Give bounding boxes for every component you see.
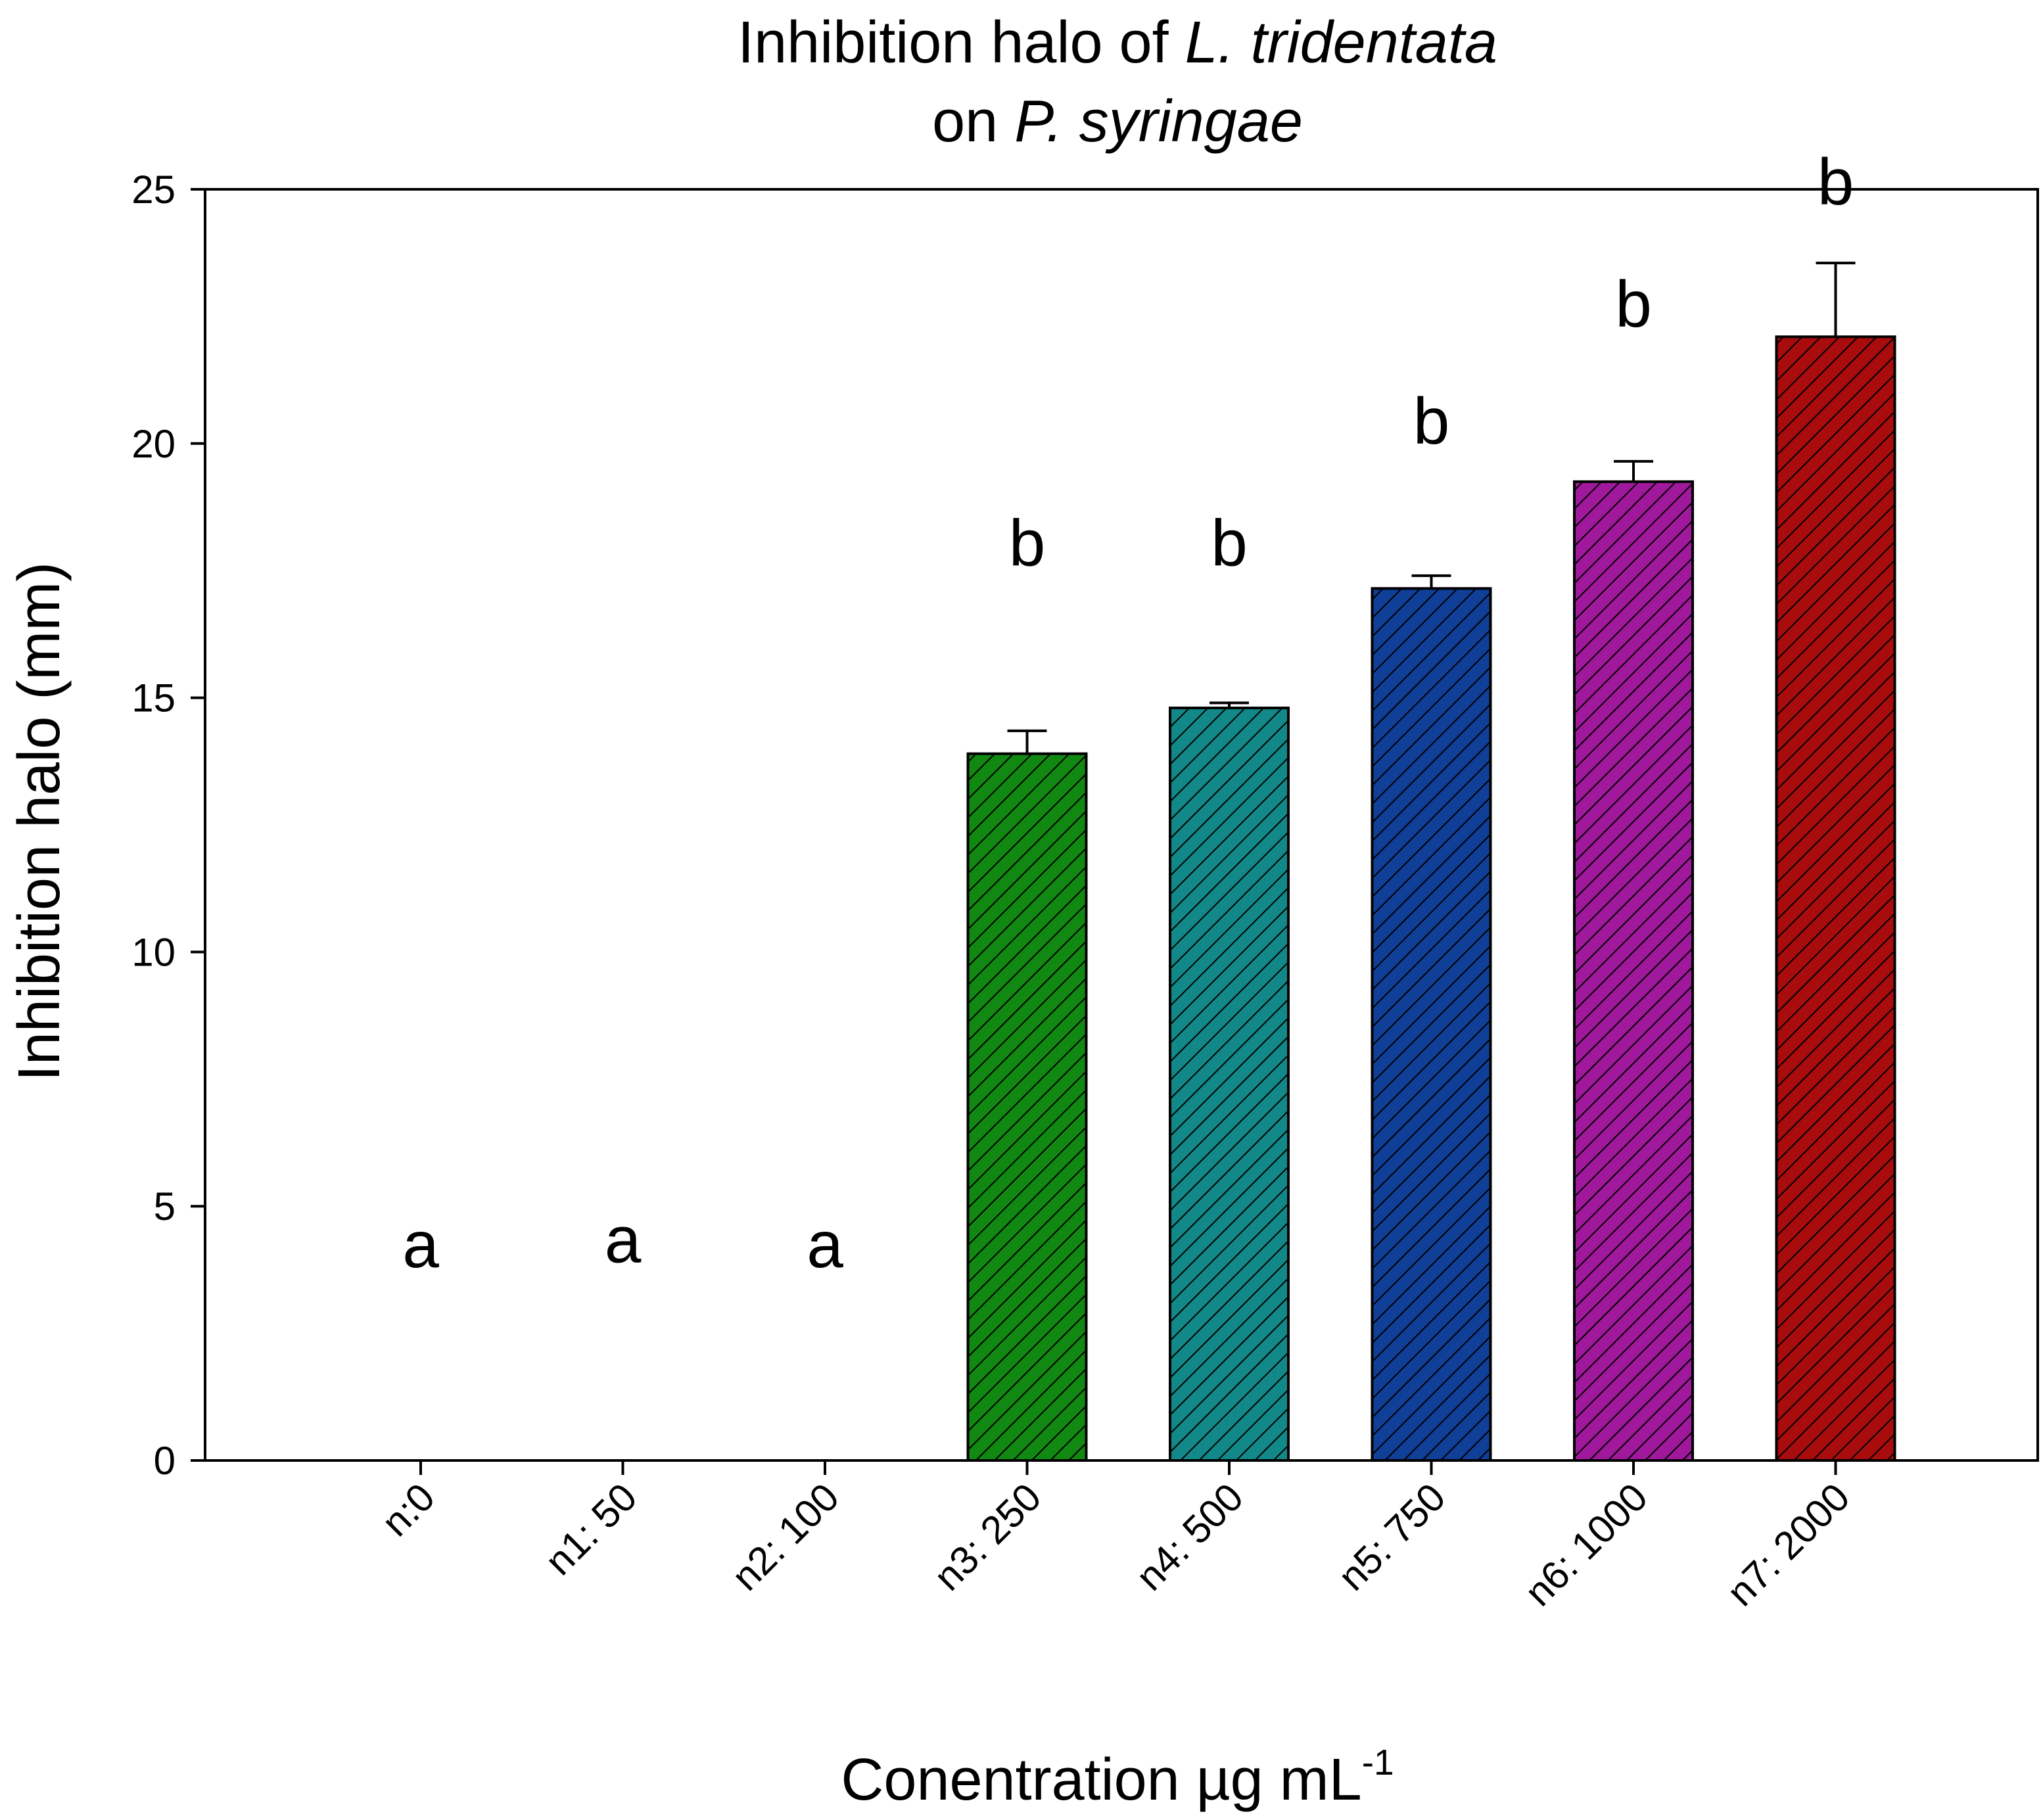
significance-label-0: a — [402, 1208, 439, 1282]
y-tick-label-2: 10 — [131, 930, 176, 974]
bar-3 — [966, 752, 1088, 1462]
error-bars-layer — [1007, 262, 1856, 754]
y-tick-label-1: 5 — [154, 1184, 176, 1228]
significance-label-7: b — [1818, 145, 1854, 219]
x-tick-label-5: n5: 750 — [1330, 1475, 1454, 1599]
y-axis-title: Inhibition halo (mm) — [7, 562, 72, 1081]
x-tick-label-7: n7: 2000 — [1718, 1475, 1858, 1615]
error-bar-6 — [1614, 459, 1653, 482]
error-bar-5 — [1411, 574, 1451, 589]
y-tick-label-5: 25 — [131, 168, 176, 212]
x-tick-label-1: n1: 50 — [536, 1475, 645, 1583]
significance-label-2: a — [807, 1208, 843, 1282]
x-tick-labels-layer: n:0 n1: 50 n2: 100 n3: 250 n4: 500 n5: 750 n6:… — [373, 1475, 1858, 1615]
significance-label-6: b — [1615, 268, 1652, 341]
x-axis-title-text: Conentration µg mL — [841, 1747, 1361, 1813]
bar-5 — [1371, 587, 1492, 1462]
significance-label-5: b — [1413, 385, 1450, 458]
chart-title-line2-prefix: on — [932, 89, 1014, 154]
bar-6 — [1573, 480, 1694, 1462]
chart-title-line1-prefix: Inhibition halo of — [738, 10, 1185, 76]
chart-title-line2: on P. syringae — [932, 89, 1303, 154]
error-bar-4 — [1209, 701, 1249, 709]
x-tick-label-6: n6: 1000 — [1516, 1475, 1656, 1615]
y-tick-label-3: 15 — [131, 676, 176, 720]
x-tick-label-2: n2: 100 — [723, 1475, 847, 1599]
y-tick-label-0: 0 — [154, 1439, 176, 1483]
chart-title-line2-species: P. syringae — [1014, 89, 1303, 154]
x-tick-label-4: n4: 500 — [1127, 1475, 1252, 1599]
y-tick-label-4: 20 — [131, 422, 176, 466]
x-tick-label-0: n:0 — [373, 1475, 443, 1545]
bar-7 — [1775, 335, 1896, 1462]
error-bar-7 — [1816, 262, 1856, 337]
y-tick-labels-layer: 0 5 10 15 20 25 — [131, 168, 176, 1483]
significance-label-3: b — [1009, 506, 1046, 580]
significance-labels-layer: a a a b b b b b — [402, 145, 1854, 1282]
chart-title-line1: Inhibition halo of L. tridentata — [738, 10, 1497, 76]
axes-layer — [191, 188, 2039, 1475]
chart-title-line1-species: L. tridentata — [1185, 10, 1497, 76]
x-tick-label-3: n3: 250 — [926, 1475, 1050, 1599]
error-bar-3 — [1007, 729, 1047, 754]
bars-layer — [966, 335, 1896, 1462]
x-axis-title: Conentration µg mL-1 — [841, 1742, 1394, 1813]
bar-4 — [1169, 707, 1290, 1462]
x-axis-title-superscript: -1 — [1362, 1742, 1394, 1783]
significance-label-1: a — [605, 1203, 642, 1276]
significance-label-4: b — [1211, 506, 1248, 580]
plot-frame — [204, 188, 2039, 1462]
